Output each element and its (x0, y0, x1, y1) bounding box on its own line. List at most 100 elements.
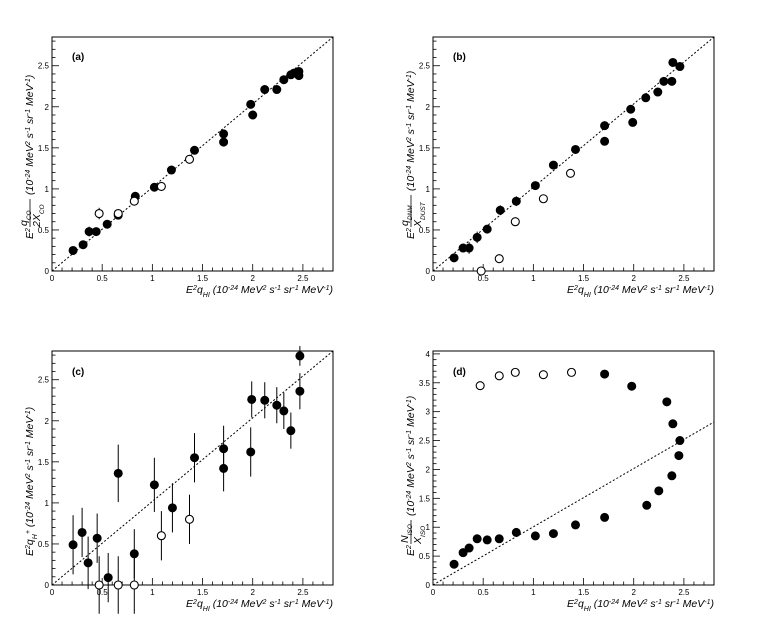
data-point-filled (654, 486, 664, 496)
data-point-open (494, 254, 504, 264)
markers-a (68, 66, 304, 255)
ticks-a (51, 40, 334, 272)
x-tick-label: 2.5 (297, 588, 309, 597)
data-point-filled (675, 62, 685, 72)
data-point-filled (511, 527, 521, 537)
data-point-filled (653, 87, 663, 97)
ticks-d (432, 353, 715, 586)
data-point-filled (449, 559, 459, 569)
data-point-filled (294, 71, 304, 81)
data-point-open (475, 381, 485, 391)
data-point-filled (279, 406, 289, 416)
data-point-filled (662, 397, 672, 407)
data-point-filled (600, 136, 610, 146)
data-point-filled (464, 543, 474, 553)
y-tick-label: 1.5 (38, 144, 50, 153)
data-point-filled (464, 243, 474, 253)
data-point-filled (272, 400, 282, 410)
tick-labels-c: 0 0.5 1 1.5 2 2.5 0 0.5 1 1.5 2 2.5 (38, 376, 309, 597)
x-tick-label: 0 (50, 588, 55, 597)
data-point-filled (641, 93, 651, 103)
data-point-filled (167, 503, 177, 513)
y-tick-label: 0.5 (419, 226, 431, 235)
y-tick-label: 2.5 (419, 62, 431, 71)
x-tick-label: 0 (431, 588, 436, 597)
data-point-filled (295, 386, 305, 396)
data-point-filled (627, 381, 637, 391)
y-tick-label: 0.5 (419, 552, 431, 561)
y-tick-label: 0 (45, 581, 50, 590)
x-tick-label: 2 (250, 274, 255, 283)
y-tick-label: 1 (426, 185, 431, 194)
x-tick-label: 2 (250, 588, 255, 597)
data-point-filled (102, 219, 112, 229)
x-tick-label: 2 (631, 588, 636, 597)
x-tick-label: 2.5 (678, 274, 690, 283)
data-point-open (94, 580, 104, 590)
data-point-filled (68, 540, 78, 550)
data-point-filled (190, 453, 200, 463)
data-point-filled (260, 395, 270, 405)
data-point-filled (286, 426, 296, 436)
data-point-open (113, 208, 123, 219)
x-tick-label: 0 (50, 274, 55, 283)
panel-b: 0 0.5 1 1.5 2 2.500.511.522.5 (b) E2qHI (10-2… (399, 36, 715, 299)
data-point-filled (113, 468, 123, 478)
data-point-filled (674, 451, 684, 461)
y-tick-label: 0 (45, 267, 50, 276)
data-point-filled (659, 76, 669, 86)
data-point-filled (219, 137, 229, 147)
markers-c (68, 346, 305, 614)
data-point-filled (628, 117, 638, 127)
data-point-filled (667, 76, 677, 86)
x-tick-label: 1.5 (197, 274, 209, 283)
data-point-open (538, 194, 548, 204)
data-point-filled (472, 534, 482, 544)
y-tick-label: 2 (45, 417, 50, 426)
x-tick-label: 1 (150, 274, 155, 283)
data-point-open (184, 154, 195, 164)
data-point-open (184, 514, 195, 524)
ticks-c (51, 354, 334, 586)
data-point-filled (78, 240, 88, 250)
data-point-filled (482, 535, 492, 545)
data-point-filled (458, 548, 468, 558)
data-point-open (156, 181, 166, 191)
data-point-filled (91, 227, 101, 237)
x-tick-label: 1 (531, 588, 536, 597)
y-tick-label: 1 (45, 499, 50, 508)
data-point-filled (103, 573, 113, 583)
svg-text:(10-24 MeV2 s-1 sr-1 MeV-1): (10-24 MeV2 s-1 sr-1 MeV-1) (24, 75, 36, 195)
data-point-filled (548, 160, 558, 170)
x-tick-label: 0.5 (478, 588, 490, 597)
data-point-open (494, 371, 504, 381)
y-tick-label: 0 (426, 581, 431, 590)
data-point-filled (495, 205, 505, 215)
data-point-open (156, 531, 166, 541)
x-tick-label: 0.5 (478, 274, 490, 283)
panel-tag-a: (a) (72, 52, 84, 63)
y-tick-label: 2 (426, 103, 431, 112)
data-point-filled (295, 351, 305, 361)
data-point-open (565, 168, 576, 178)
y-axis-label-a: E2 qCO 2XCO (10-24 MeV2 s-1 sr-1 MeV-1) (18, 75, 46, 239)
data-point-filled (511, 196, 521, 206)
ticks-b (432, 40, 715, 272)
data-point-open (538, 370, 548, 380)
reference-line-c (52, 351, 333, 585)
panel-d: 0 0.5 1 1.5 2 2.500.511.522.533.54 (d) E2qHI … (399, 350, 715, 613)
data-point-filled (68, 245, 78, 255)
x-tick-label: 1 (150, 588, 155, 597)
data-point-filled (667, 471, 677, 481)
y-tick-label: 1.5 (38, 458, 50, 467)
markers-d (449, 367, 685, 569)
y-tick-label: 1.5 (419, 144, 431, 153)
x-tick-label: 1.5 (578, 588, 590, 597)
data-point-open (510, 217, 520, 227)
data-point-filled (482, 224, 492, 234)
data-point-filled (260, 85, 270, 95)
y-tick-label: 4 (426, 350, 431, 359)
svg-text:(10-24 MeV2 s-1 sr-1 MeV-1): (10-24 MeV2 s-1 sr-1 MeV-1) (405, 71, 417, 191)
svg-text:E2: E2 (405, 545, 417, 556)
